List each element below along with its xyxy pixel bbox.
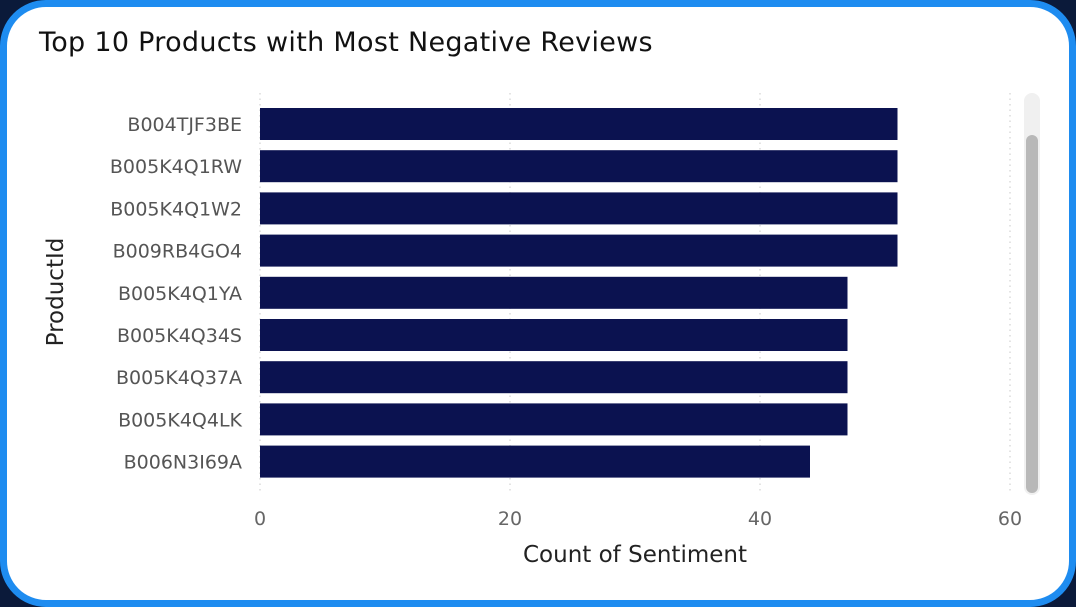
bar xyxy=(260,319,848,351)
x-axis-title: Count of Sentiment xyxy=(523,542,747,568)
bar xyxy=(260,445,810,478)
x-tick-label: 0 xyxy=(254,508,266,530)
x-tick-label: 20 xyxy=(498,508,522,530)
category-label: B005K4Q1YA xyxy=(118,283,242,305)
category-label: B005K4Q37A xyxy=(116,367,242,389)
category-label: B009RB4GO4 xyxy=(113,241,242,263)
bar-chart: B004TJF3BE B005K4Q1RW B005K4Q1W2 B009RB4GO4… xyxy=(43,93,1022,568)
bar xyxy=(260,361,848,394)
category-label: B004TJF3BE xyxy=(127,114,242,136)
bar xyxy=(260,150,898,183)
category-label: B005K4Q34S xyxy=(117,325,242,347)
category-label: B005K4Q1W2 xyxy=(110,198,242,220)
bar xyxy=(260,276,848,309)
x-tick-label: 60 xyxy=(998,508,1022,530)
bar xyxy=(260,234,898,267)
y-axis-title: ProductId xyxy=(43,238,69,347)
x-tick-label: 40 xyxy=(748,508,772,530)
category-label: B005K4Q4LK xyxy=(118,409,242,431)
chart-title: Top 10 Products with Most Negative Revie… xyxy=(39,27,653,58)
bar xyxy=(260,403,848,436)
bar xyxy=(260,192,898,225)
scrollbar-thumb[interactable] xyxy=(1026,135,1038,493)
category-label: B006N3I69A xyxy=(124,452,242,474)
category-label: B005K4Q1RW xyxy=(110,156,242,178)
bar xyxy=(260,108,898,140)
